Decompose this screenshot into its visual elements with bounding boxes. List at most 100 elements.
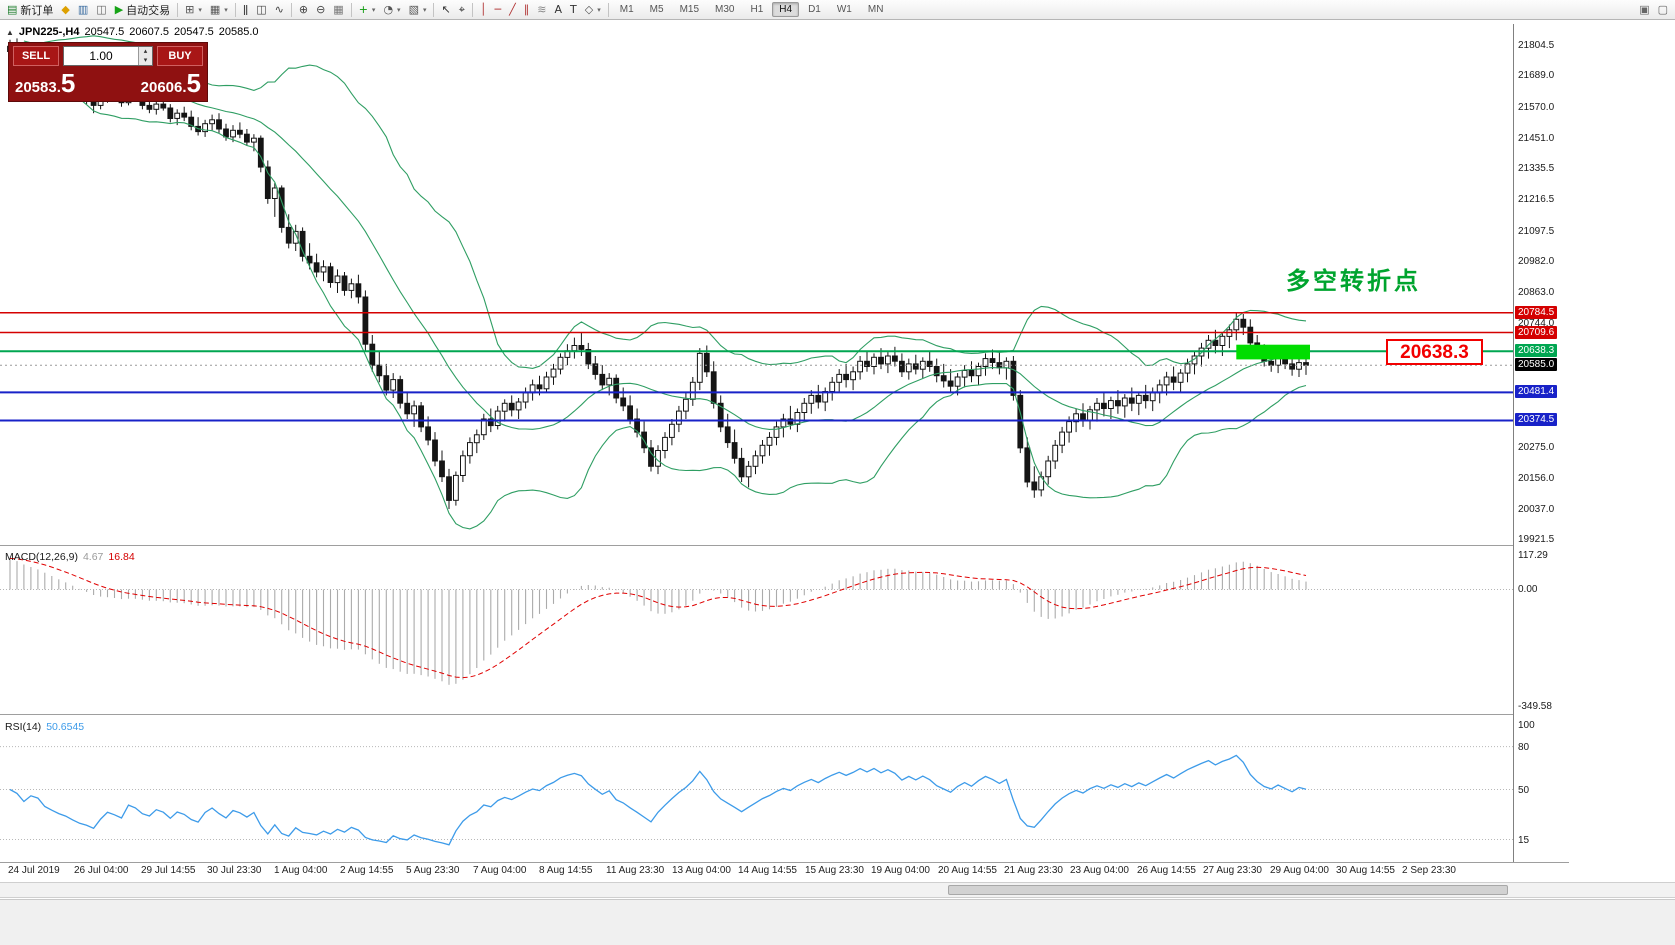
zoom-in-icon[interactable]: ⊕ [295, 1, 312, 18]
profiles-icon[interactable]: ▦ ▾ [206, 1, 232, 18]
timeframe-m15[interactable]: M15 [679, 4, 700, 15]
volume-value[interactable]: 1.00 [89, 49, 113, 63]
indicators-icon: + [358, 3, 368, 16]
rsi-indicator-panel[interactable] [0, 718, 1513, 861]
time-axis-label: 26 Jul 04:00 [74, 865, 129, 876]
price-axis-label: 21804.5 [1518, 40, 1555, 51]
label-icon[interactable]: T [566, 1, 581, 18]
vertical-line-icon[interactable]: │ [476, 1, 491, 18]
alerts-icon[interactable]: ◆ [57, 1, 73, 18]
new-chart-icon[interactable]: ⊞ ▾ [181, 1, 206, 18]
macd-axis-label: -349.58 [1518, 701, 1552, 712]
chart-icon: ▲ [6, 27, 14, 37]
volume-stepper[interactable]: 1.00 ▴ ▾ [63, 46, 153, 66]
panel-separator[interactable] [0, 545, 1569, 546]
market-watch-icon: ▥ [77, 3, 89, 16]
macd-indicator-panel[interactable] [0, 548, 1513, 713]
rsi-label: RSI(14) 50.6545 [5, 721, 84, 733]
panel-separator[interactable] [0, 714, 1569, 715]
time-axis-label: 15 Aug 23:30 [805, 865, 864, 876]
price-line-badge: 20784.5 [1515, 306, 1558, 319]
periods-icon: ◔ [383, 3, 394, 16]
chevron-down-icon[interactable]: ▾ [371, 6, 376, 14]
chart-info-line: ▲ JPN225-,H4 20547.5 20607.5 20547.5 205… [6, 26, 259, 38]
price-axis-label: 21097.5 [1518, 226, 1555, 237]
docking-icon[interactable]: ▣ [1635, 1, 1653, 18]
volume-down-icon[interactable]: ▾ [143, 57, 148, 64]
indicators-icon[interactable]: + ▾ [355, 1, 380, 18]
label-icon: T [570, 3, 577, 16]
chevron-down-icon[interactable]: ▾ [422, 6, 427, 14]
chevron-down-icon[interactable]: ▾ [224, 6, 228, 14]
buy-price[interactable]: 20606.5 [140, 68, 201, 98]
chevron-down-icon[interactable]: ▾ [597, 6, 601, 14]
price-axis[interactable]: 21804.5 21689.0 21570.0 21451.0 21335.5 21216… [1513, 24, 1569, 862]
autotrading-icon[interactable]: ▶ 自动交易 [111, 1, 174, 18]
bearish-candles [14, 45, 1309, 501]
time-axis-label: 8 Aug 14:55 [539, 865, 593, 876]
scrollbar-thumb[interactable] [948, 885, 1508, 895]
periods-icon[interactable]: ◔ ▾ [379, 1, 404, 18]
timeframe-m5[interactable]: M5 [649, 4, 664, 15]
market-watch-icon[interactable]: ▥ [74, 1, 92, 18]
rsi-axis-label: 80 [1518, 742, 1530, 753]
chevron-down-icon[interactable]: ▾ [198, 6, 202, 14]
panel-separator [0, 862, 1569, 863]
crosshair-icon[interactable]: ⌖ [455, 1, 469, 18]
timeframe-w1[interactable]: W1 [836, 4, 852, 15]
volume-up-icon[interactable]: ▴ [143, 48, 148, 55]
text-icon[interactable]: A [551, 1, 567, 18]
price-axis-label: 20863.0 [1518, 287, 1555, 298]
price-line-badge: 20374.5 [1515, 413, 1558, 426]
zoom-out-icon[interactable]: ⊖ [312, 1, 329, 18]
new-window-icon[interactable]: ▢ [1654, 1, 1672, 18]
timeframe-mn[interactable]: MN [867, 4, 884, 15]
buy-button[interactable]: BUY [157, 46, 203, 66]
toolbar-separator [350, 2, 352, 17]
chevron-down-icon[interactable]: ▾ [397, 6, 401, 14]
bar-chart-icon[interactable]: ǁ [239, 1, 252, 18]
candlestick-chart-icon[interactable]: ◫ [252, 1, 270, 18]
price-chart[interactable] [0, 24, 1513, 545]
shapes-icon[interactable]: ◇ ▾ [581, 1, 605, 18]
volume-spin-buttons[interactable]: ▴ ▾ [138, 47, 152, 65]
time-axis[interactable]: 24 Jul 2019 26 Jul 04:00 29 Jul 14:55 30 Ju… [0, 864, 1513, 880]
time-axis-label: 14 Aug 14:55 [738, 865, 797, 876]
trendline-icon[interactable]: ╱ [505, 1, 520, 18]
timeframe-m30[interactable]: M30 [715, 4, 735, 15]
line-chart-icon: ∿ [274, 3, 284, 16]
equidistant-channel-icon[interactable]: ∥ [520, 1, 534, 18]
timeframe-h1[interactable]: H1 [750, 4, 764, 15]
tile-windows-icon[interactable]: ▦ [329, 1, 347, 18]
new-order-icon[interactable]: ▤ 新订单 [3, 1, 57, 18]
line-chart-icon[interactable]: ∿ [271, 1, 288, 18]
timeframe-m1[interactable]: M1 [619, 4, 634, 15]
sell-price[interactable]: 20583.5 [15, 68, 76, 98]
horizontal-scrollbar[interactable] [0, 882, 1675, 898]
time-axis-label: 26 Aug 14:55 [1137, 865, 1196, 876]
fibonacci-icon[interactable]: ≋ [533, 1, 550, 18]
cursor-icon[interactable]: ↖ [437, 1, 454, 18]
macd-indicator-name: MACD(12,26,9) [5, 551, 78, 563]
timeframe-h4[interactable]: H4 [772, 2, 800, 17]
sell-button[interactable]: SELL [13, 46, 59, 66]
macd-histogram [9, 558, 1307, 685]
highlight-rectangle[interactable] [1236, 344, 1310, 360]
templates-icon[interactable]: ▧ ▾ [405, 1, 431, 18]
toolbar-separator [234, 2, 236, 17]
timeframe-d1[interactable]: D1 [808, 4, 821, 15]
bar-high-value: 20607.5 [129, 26, 169, 38]
terminal-icon[interactable]: ◫ [92, 1, 110, 18]
macd-axis-label: 0.00 [1518, 584, 1538, 595]
price-axis-label: 20037.0 [1518, 504, 1555, 515]
time-axis-label: 29 Jul 14:55 [141, 865, 196, 876]
price-axis-label: 21451.0 [1518, 133, 1555, 144]
new-window-icon: ▢ [1657, 3, 1668, 16]
toolbar-separator [471, 2, 473, 17]
horizontal-line-icon[interactable]: ─ [491, 1, 506, 18]
status-area [0, 899, 1675, 945]
price-axis-label: 20156.0 [1518, 473, 1555, 484]
new-order-icon: ▤ [7, 3, 18, 16]
time-axis-label: 11 Aug 23:30 [606, 865, 665, 876]
rsi-axis-label: 15 [1518, 835, 1530, 846]
